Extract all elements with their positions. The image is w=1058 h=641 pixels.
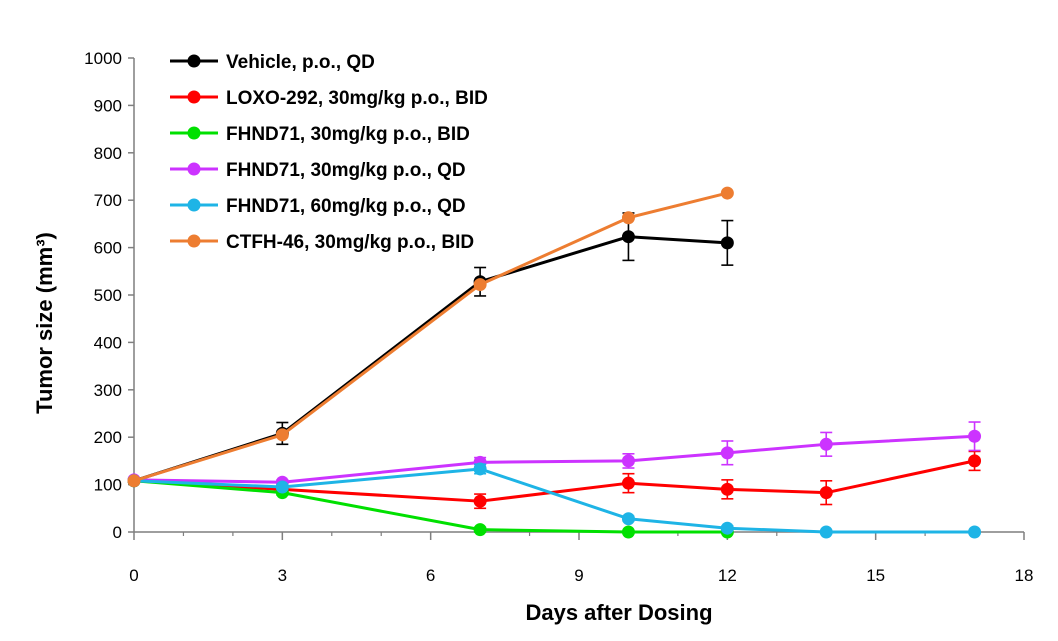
data-point bbox=[968, 429, 982, 443]
x-tick-label: 18 bbox=[1015, 566, 1034, 585]
y-tick-label: 500 bbox=[94, 286, 122, 305]
series-0 bbox=[127, 212, 734, 488]
series-line bbox=[133, 235, 728, 483]
series-layer bbox=[127, 186, 982, 539]
data-point bbox=[473, 523, 487, 537]
y-tick-label: 300 bbox=[94, 381, 122, 400]
data-point bbox=[819, 486, 833, 500]
legend-marker bbox=[187, 126, 201, 140]
legend: Vehicle, p.o., QD LOXO-292, 30mg/kg p.o.,… bbox=[170, 52, 488, 253]
data-point bbox=[621, 454, 635, 468]
legend-item-4: FHND71, 60mg/kg p.o., QD bbox=[170, 196, 466, 217]
data-point bbox=[720, 482, 734, 496]
legend-item-3: FHND71, 30mg/kg p.o., QD bbox=[170, 160, 466, 181]
series-line bbox=[133, 467, 975, 534]
legend-label: FHND71, 30mg/kg p.o., QD bbox=[226, 160, 466, 181]
legend-label: LOXO-292, 30mg/kg p.o., BID bbox=[226, 88, 488, 109]
data-point bbox=[720, 186, 734, 200]
x-axis-title: Days after Dosing bbox=[525, 600, 712, 625]
y-tick-label: 100 bbox=[94, 476, 122, 495]
y-tick-label: 0 bbox=[113, 523, 122, 542]
series-4 bbox=[127, 462, 982, 539]
legend-label: Vehicle, p.o., QD bbox=[226, 52, 375, 73]
x-tick-label: 6 bbox=[426, 566, 435, 585]
legend-marker bbox=[187, 54, 201, 68]
legend-item-0: Vehicle, p.o., QD bbox=[170, 52, 375, 73]
data-point bbox=[621, 525, 635, 539]
x-tick-label: 15 bbox=[866, 566, 885, 585]
legend-marker bbox=[187, 198, 201, 212]
series-5 bbox=[127, 186, 734, 488]
data-point bbox=[720, 446, 734, 460]
y-tick-label: 700 bbox=[94, 191, 122, 210]
data-point bbox=[968, 454, 982, 468]
x-tick-label: 0 bbox=[129, 566, 138, 585]
data-point bbox=[127, 474, 141, 488]
data-point bbox=[720, 521, 734, 535]
legend-marker bbox=[187, 162, 201, 176]
legend-marker bbox=[187, 234, 201, 248]
legend-marker bbox=[187, 90, 201, 104]
data-point bbox=[819, 525, 833, 539]
legend-label: FHND71, 60mg/kg p.o., QD bbox=[226, 196, 466, 217]
legend-item-1: LOXO-292, 30mg/kg p.o., BID bbox=[170, 88, 488, 109]
x-tick-label: 9 bbox=[574, 566, 583, 585]
data-point bbox=[621, 476, 635, 490]
y-tick-label: 600 bbox=[94, 239, 122, 258]
legend-label: CTFH-46, 30mg/kg p.o., BID bbox=[226, 232, 474, 253]
legend-label: FHND71, 30mg/kg p.o., BID bbox=[226, 124, 470, 145]
x-tick-label: 3 bbox=[278, 566, 287, 585]
series-1 bbox=[127, 450, 982, 510]
data-point bbox=[275, 480, 289, 494]
data-point bbox=[621, 211, 635, 225]
y-tick-label: 900 bbox=[94, 96, 122, 115]
data-point bbox=[621, 512, 635, 526]
data-point bbox=[473, 462, 487, 476]
axes: 0 100 200 300 400 500 600 700 800 900 1000 0 3 6 9 12 15… bbox=[84, 49, 1033, 585]
data-point bbox=[473, 278, 487, 292]
y-tick-label: 800 bbox=[94, 144, 122, 163]
series-line bbox=[133, 479, 728, 534]
legend-item-5: CTFH-46, 30mg/kg p.o., BID bbox=[170, 232, 474, 253]
x-tick-label: 12 bbox=[718, 566, 737, 585]
data-point bbox=[473, 494, 487, 508]
data-point bbox=[819, 437, 833, 451]
y-tick-label: 200 bbox=[94, 428, 122, 447]
data-point bbox=[720, 236, 734, 250]
y-axis-title: Tumor size (mm³) bbox=[32, 232, 57, 414]
legend-item-2: FHND71, 30mg/kg p.o., BID bbox=[170, 124, 470, 145]
series-3 bbox=[127, 421, 982, 489]
y-tick-label: 400 bbox=[94, 333, 122, 352]
data-point bbox=[968, 525, 982, 539]
data-point bbox=[621, 230, 635, 244]
data-point bbox=[275, 428, 289, 442]
y-tick-label: 1000 bbox=[84, 49, 122, 68]
